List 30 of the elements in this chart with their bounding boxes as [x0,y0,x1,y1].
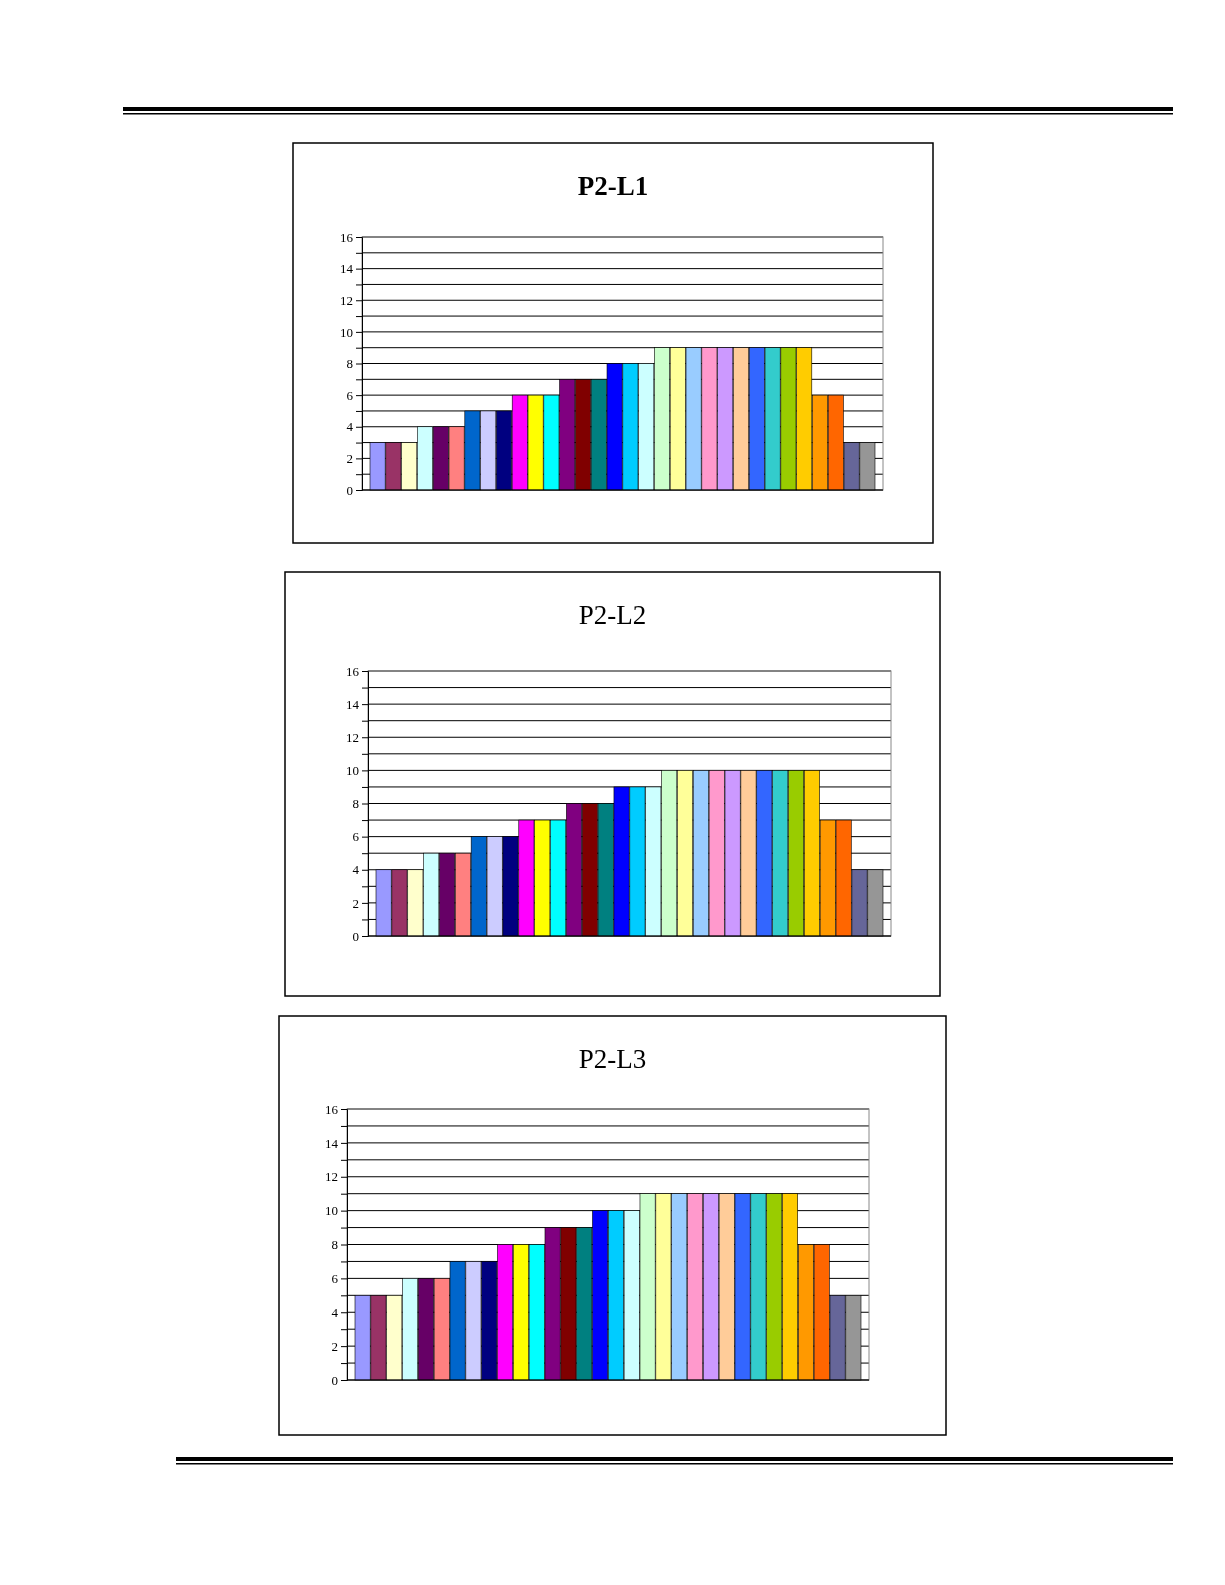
y-tick-label: 4 [352,862,360,878]
chart-title: P2-L1 [577,171,649,201]
y-tick-label: 12 [346,729,359,745]
y-tick-label: 16 [325,1101,339,1117]
y-tick-label: 4 [331,1304,339,1320]
y-tick-label: 10 [325,1203,338,1219]
y-tick-label: 10 [340,324,353,340]
y-tick-label: 14 [346,696,360,712]
y-tick-label: 8 [346,356,353,372]
y-tick-label: 0 [331,1372,338,1388]
chart-title: P2-L2 [578,600,647,630]
y-tick-label: 2 [346,451,353,467]
y-tick-label: 0 [352,928,359,944]
y-tick-label: 8 [331,1237,338,1253]
y-tick-label: 0 [346,482,353,498]
y-tick-label: 10 [346,763,359,779]
y-tick-label: 14 [325,1135,339,1151]
y-tick-label: 6 [331,1271,339,1287]
y-tick-label: 6 [352,829,360,845]
chart-title: P2-L3 [578,1044,647,1074]
y-tick-label: 16 [340,229,354,245]
y-tick-label: 2 [331,1338,338,1354]
y-tick-label: 8 [352,796,359,812]
y-tick-label: 12 [340,292,353,308]
y-tick-label: 14 [340,261,354,277]
y-tick-label: 16 [346,663,360,679]
y-tick-label: 4 [346,419,354,435]
y-tick-label: 2 [352,895,359,911]
y-tick-label: 12 [325,1169,338,1185]
y-tick-label: 6 [346,387,354,403]
